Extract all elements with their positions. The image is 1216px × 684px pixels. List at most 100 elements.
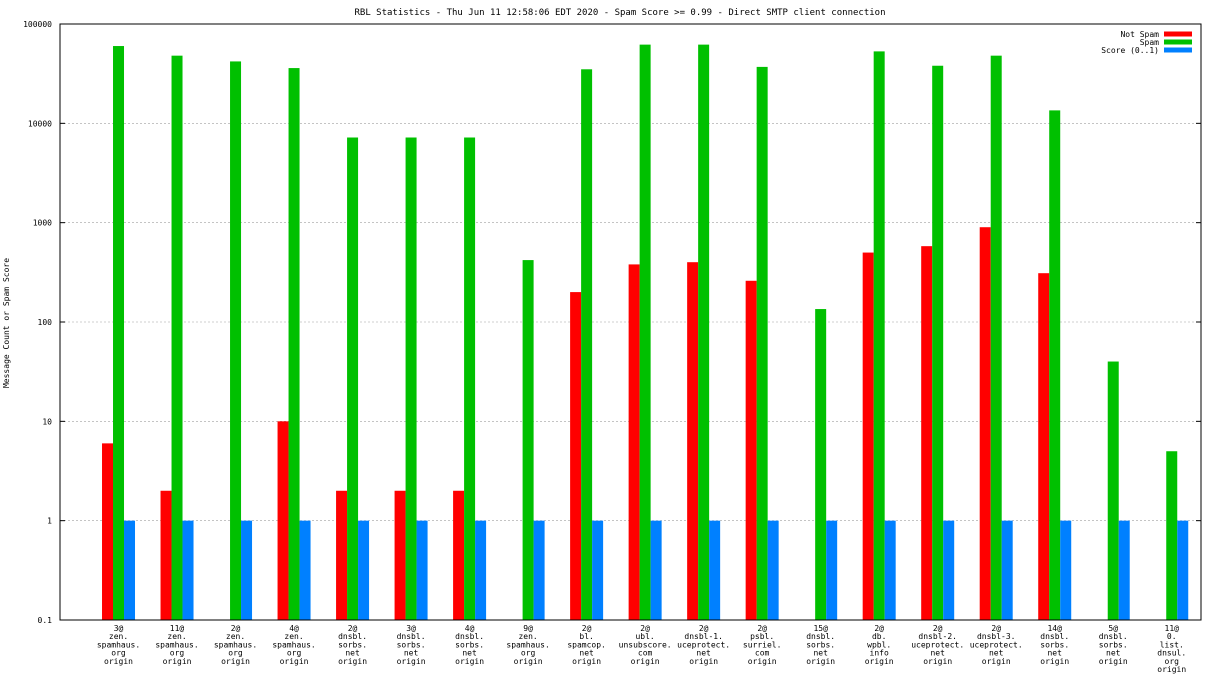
x-category-label: 2@ dnsbl-3. uceprotect. net origin [970,624,1023,666]
x-category-label-line: surriel. [743,640,782,649]
legend-swatch [1164,47,1192,53]
bar-score-0-1 [299,520,311,620]
bar-not-spam [394,490,406,620]
x-category-label-line: spamhaus. [272,640,315,649]
x-category-label-line: info [870,649,889,658]
y-tick-labels: 0.1 1 10 100 1000 10000 100000 [23,20,52,625]
bar-not-spam [687,262,699,620]
y-tick-label: 10000 [28,119,52,128]
x-category-label-line: origin [923,657,952,666]
bar-not-spam [277,421,289,620]
x-category-label-line: 2@ [874,624,884,633]
x-category-label-line: dnsbl. [806,632,835,641]
bar-spam [171,55,183,620]
x-category-label-line: org [170,649,185,658]
x-category-label-line: origin [748,657,777,666]
x-category-label-line: dnsbl-2. [918,632,957,641]
x-category-label-line: dnsbl-1. [684,632,723,641]
bar-score-0-1 [124,520,136,620]
x-category-label-line: net [813,649,828,658]
bar-spam [522,260,534,620]
bar-spam [873,51,885,620]
bar-not-spam [160,490,172,620]
x-category-label-line: dnsbl. [455,632,484,641]
x-category-label-line: 2@ [991,624,1001,633]
x-category-label-line: net [404,649,419,658]
x-category-label-line: 2@ [582,624,592,633]
bar-score-0-1 [592,520,604,620]
x-category-label-line: origin [1040,657,1069,666]
x-category-label-line: net [345,649,360,658]
x-category-label-line: dnsbl. [338,632,367,641]
bar-not-spam [862,252,874,621]
x-category-label-line: 4@ [289,624,299,633]
x-category-label: 2@ dnsbl-1. uceprotect. net origin [677,624,730,666]
bar-score-0-1 [241,520,253,620]
x-category-label-line: db. [872,632,886,641]
x-category-label: 4@ zen. spamhaus. org origin [272,624,315,666]
x-category-label-line: org [521,649,536,658]
legend-swatch [1164,39,1192,45]
x-category-label-line: zen. [226,632,245,641]
x-category-label-line: dnsbl-3. [977,632,1016,641]
x-category-label-line: sorbs. [806,640,835,649]
x-category-label-line: spamcop. [567,640,606,649]
x-category-label-line: uceprotect. [970,640,1023,649]
x-category-label-line: net [989,649,1004,658]
bar-spam [230,61,242,621]
plot-frame [59,23,1202,621]
bar-score-0-1 [943,520,955,620]
x-category-label-line: org [111,649,126,658]
x-category-label-line: zen. [518,632,537,641]
y-tick-label: 10 [42,417,52,426]
bar-score-0-1 [1060,520,1072,620]
bar-spam [1049,110,1061,621]
x-category-label: 2@ bl. spamcop. net origin [567,624,606,666]
x-category-label: 11@ zen. spamhaus. org origin [155,624,198,666]
x-category-label-line: origin [514,657,543,666]
bars [102,44,1189,621]
x-category-label-line: origin [338,657,367,666]
x-category-label-line: spamhaus. [97,640,140,649]
x-category-label-line: 4@ [465,624,475,633]
x-category-label-line: 3@ [114,624,124,633]
bar-spam [639,44,651,620]
x-category-label-line: sorbs. [1040,640,1069,649]
x-category-label-line: origin [865,657,894,666]
x-category-label-line: origin [982,657,1011,666]
x-category-label-line: net [1047,649,1062,658]
bar-score-0-1 [826,520,838,620]
x-category-label-line: sorbs. [338,640,367,649]
x-category-label-line: sorbs. [397,640,426,649]
x-category-label-line: uceprotect. [677,640,730,649]
bar-spam [756,66,768,620]
x-category-label: 2@ db. wpbl. info origin [865,624,894,666]
x-category-label-line: net [930,649,945,658]
x-category-label: 2@ dnsbl-2. uceprotect. net origin [911,624,964,666]
x-category-label-line: origin [572,657,601,666]
x-category-label-line: net [1106,649,1121,658]
bar-spam [113,46,125,620]
legend-label: Spam [1140,38,1159,47]
x-category-label-line: origin [631,657,660,666]
bar-score-0-1 [475,520,487,620]
x-category-label-line: spamhaus. [506,640,549,649]
x-category-label-line: 9@ [523,624,533,633]
bar-spam [932,65,944,620]
x-category-label-line: net [696,649,711,658]
x-category-label-line: com [755,649,770,658]
bar-not-spam [102,443,114,620]
x-category-label-line: uceprotect. [911,640,964,649]
legend-swatch [1164,31,1192,37]
x-category-label-line: zen. [167,632,186,641]
y-axis-label: Message Count or Spam Score [2,258,11,388]
x-category-label-line: 2@ [699,624,709,633]
x-category-label-line: sorbs. [455,640,484,649]
x-category-label-line: org [287,649,302,658]
legend-label: Score (0..1) [1101,46,1159,55]
x-category-label-line: 11@ [1165,624,1180,633]
x-category-label-line: dnsbl. [1040,632,1069,641]
x-category-label-line: unsubscore. [619,640,672,649]
x-category-label-line: 2@ [640,624,650,633]
